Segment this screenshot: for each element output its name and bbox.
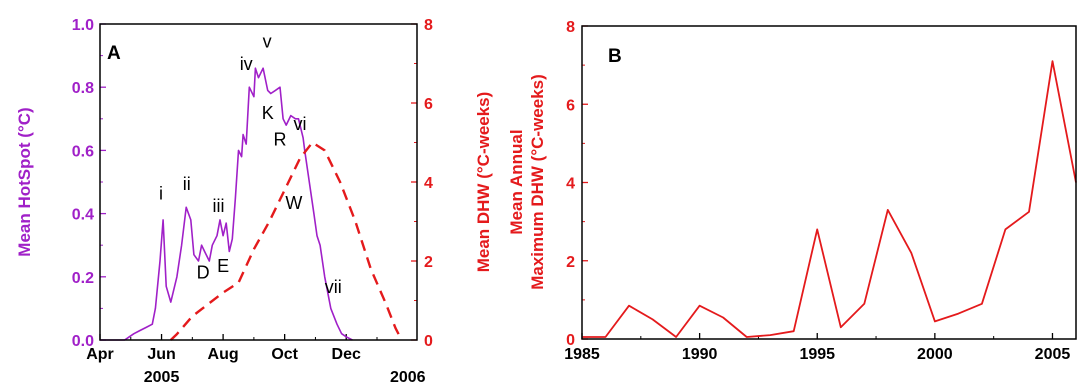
panel-b-frame [581,25,1077,340]
panel-b-ytick-label: 6 [566,97,575,114]
panel-a-annotation: iii [212,196,224,216]
panel-b-series [582,60,1077,338]
panel-a-annotation: W [285,193,302,213]
panel-a-xtick-label: Jun [147,346,175,363]
panel-a-annotation: E [217,256,229,276]
panel-a-xtick-label: Apr [86,346,114,363]
panel-a-ticks [99,23,417,341]
panel-a-right-ytick-label: 8 [424,17,433,34]
panel-b-ticks [581,25,1054,340]
panel-a-left-ytick-label: 1.0 [72,17,94,34]
panel-a-xtick-label: Aug [208,346,239,363]
panel-a-year-label: 2006 [390,369,426,386]
panel-b-ylabel-line2: Maximum DHW (°C-weeks) [528,74,547,290]
panel-a-left-ytick-label: 0.4 [72,207,94,224]
panel-b-ytick-label: 8 [566,19,575,36]
panel-a-label: A [107,43,121,64]
panel-a-year-label: 2005 [144,369,180,386]
panel-a-right-ytick-label: 4 [424,175,433,192]
panel-b-ytick-label: 4 [566,176,575,193]
panel-b-ylabel-line1: Mean Annual [507,129,526,234]
panel-b-ytick-label: 2 [566,254,575,271]
panel-a-left-ytick-label: 0.2 [72,270,94,287]
panel-a-left-ytick-label: 0.0 [72,333,94,350]
panel-a-xtick-label: Oct [271,346,298,363]
panel-a-frame [99,23,418,341]
panel-a-series-dhw [169,141,403,341]
panel-a-right-ytick-label: 6 [424,96,433,113]
panel-a-annotation: D [197,262,210,282]
panel-a-annotation: ii [183,174,191,194]
panel-a-annotation: i [159,183,163,203]
panel-a-annotation: R [274,130,287,150]
panel-b-ytick-label: 0 [566,332,575,349]
panel-a-left-ytick-label: 0.6 [72,143,94,160]
panel-a-right-ylabel: Mean DHW (°C-weeks) [474,92,493,273]
panel-b-xtick-label: 2000 [917,346,953,363]
panel-b-xtick-label: 2005 [1035,346,1071,363]
panel-a-annotation: vi [294,114,307,134]
panel-b-xtick-label: 1985 [564,346,600,363]
panel-a-series [100,67,403,341]
panel-a-left-ytick-label: 0.8 [72,80,94,97]
panel-b-tick-labels: 1985 1990 1995 2000 2005 0 2 4 6 8 [564,19,1070,363]
panel-a-tick-labels: Apr Jun Aug Oct Dec 2005 2006 0.0 0.2 0.4 0.6 0.8 1.… [72,17,433,386]
panel-a-left-ylabel: Mean HotSpot (°C) [15,107,34,256]
panel-b-xtick-label: 1990 [682,346,718,363]
panel-a-annotation: K [262,103,274,123]
panel-a-xtick-label: Dec [332,346,361,363]
panel-a-right-ytick-label: 2 [424,254,433,271]
panel-b-label: B [608,46,622,67]
panel-a-annotation: iv [240,54,253,74]
panel-a-series-hotspot [100,67,353,341]
panel-b-xtick-label: 1995 [799,346,835,363]
panel-b-series-line [582,60,1077,338]
panel-a-right-ytick-label: 0 [424,333,433,350]
panel-a-chart: Apr Jun Aug Oct Dec 2005 2006 0.0 0.2 0.4 0.6 0.8 1.… [15,17,493,386]
panel-a-annotation: v [263,32,272,52]
panel-a-annotation: vii [325,277,342,297]
